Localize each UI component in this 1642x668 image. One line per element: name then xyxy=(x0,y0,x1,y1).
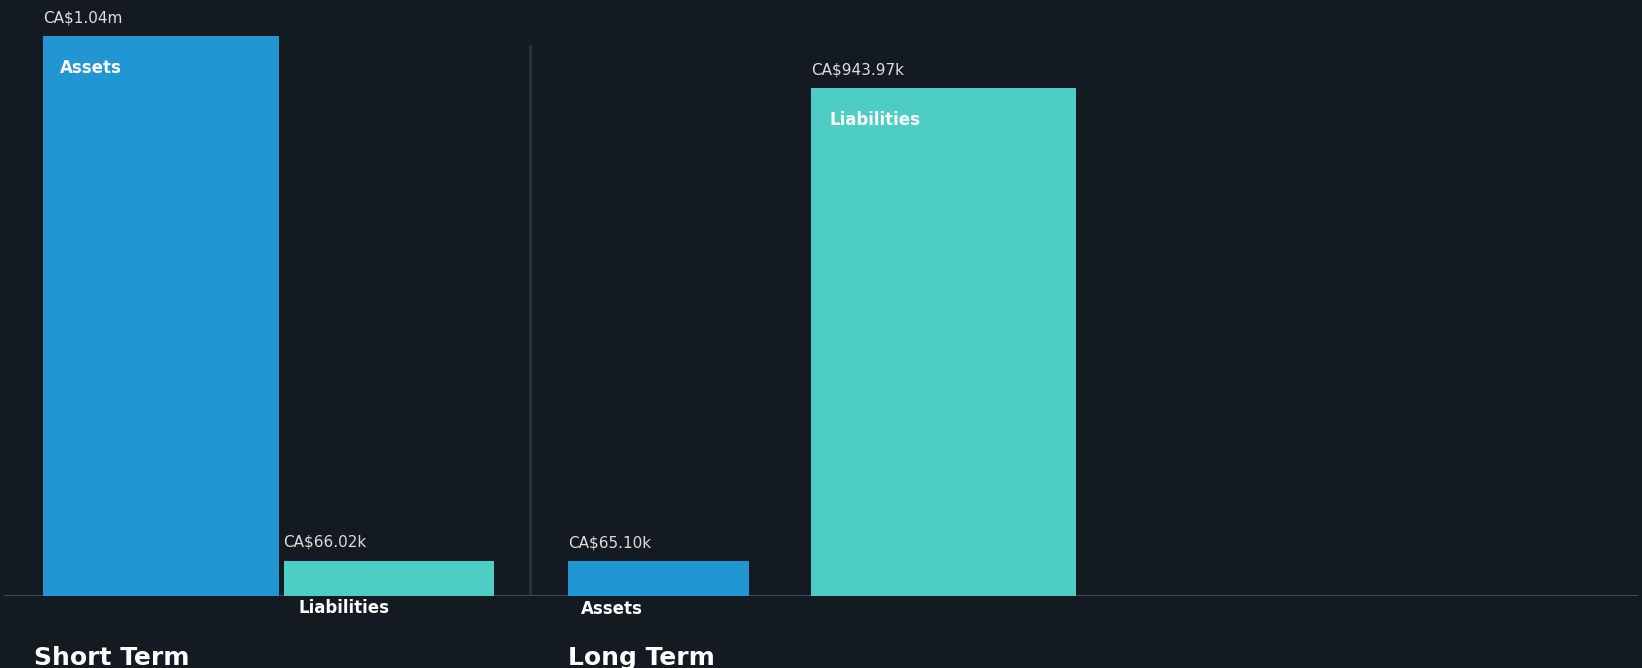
Bar xyxy=(811,88,1076,596)
Text: Short Term: Short Term xyxy=(33,647,189,668)
Text: Liabilities: Liabilities xyxy=(299,599,389,617)
Text: Liabilities: Liabilities xyxy=(829,111,921,129)
Text: CA$943.97k: CA$943.97k xyxy=(811,63,905,77)
Text: Long Term: Long Term xyxy=(568,647,714,668)
Bar xyxy=(284,560,494,596)
Text: Assets: Assets xyxy=(59,59,122,77)
Text: CA$66.02k: CA$66.02k xyxy=(284,535,366,550)
Text: CA$1.04m: CA$1.04m xyxy=(43,11,123,26)
Text: Assets: Assets xyxy=(581,600,642,617)
Bar xyxy=(43,37,279,596)
Bar xyxy=(568,561,749,596)
Text: CA$65.10k: CA$65.10k xyxy=(568,536,650,550)
